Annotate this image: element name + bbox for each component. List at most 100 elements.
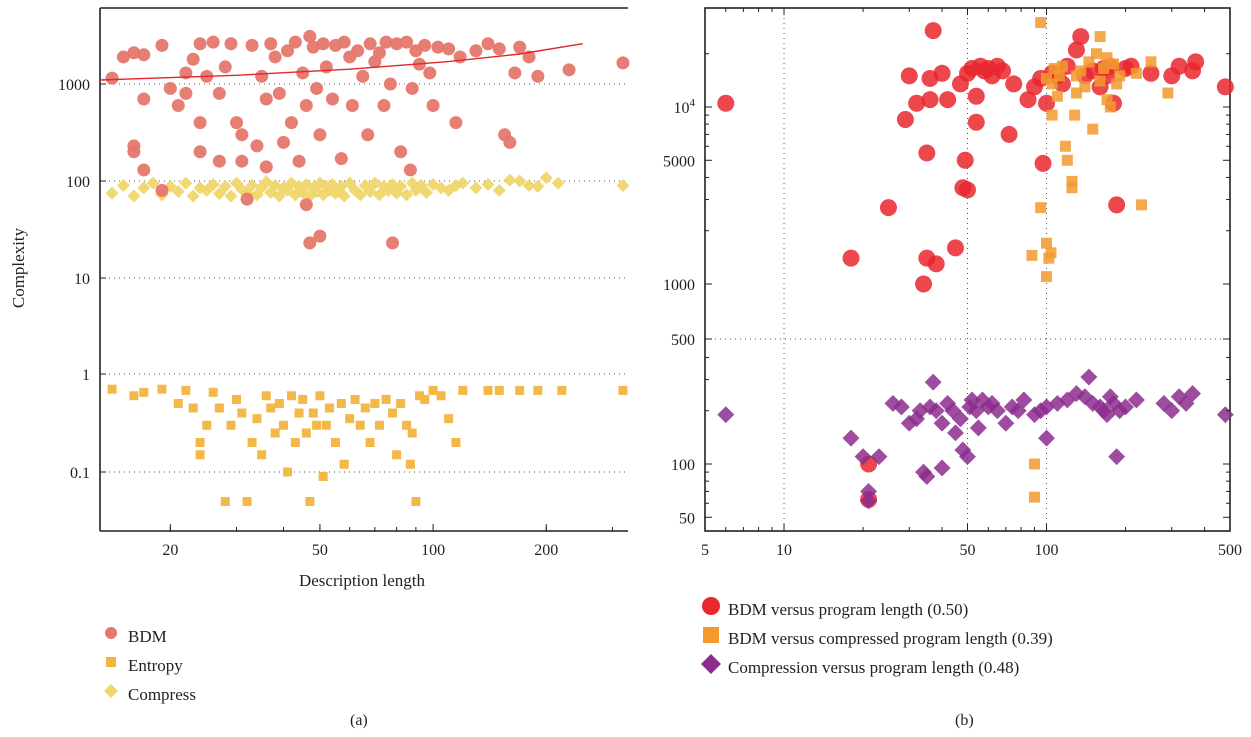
point-compress	[616, 178, 630, 192]
point-bdm	[179, 66, 193, 80]
point-bdm-program-length	[994, 62, 1012, 80]
point-compression-program-length	[947, 424, 964, 442]
point-bdm-compressed-length	[1070, 87, 1082, 99]
legend-label: Compress	[128, 685, 196, 704]
point-bdm	[137, 92, 151, 106]
point-entropy	[305, 497, 315, 507]
point-bdm	[299, 99, 313, 113]
legend-entry: BDM versus program length (0.50)	[700, 595, 1053, 624]
point-entropy	[315, 391, 325, 401]
point-entropy	[208, 387, 218, 397]
point-entropy	[107, 384, 117, 394]
point-bdm	[235, 154, 249, 168]
point-bdm	[259, 92, 273, 106]
point-bdm-compressed-length	[1075, 65, 1087, 77]
point-entropy	[202, 420, 212, 430]
point-compress	[539, 171, 553, 185]
point-bdm-program-length	[900, 67, 918, 85]
point-entropy	[414, 391, 424, 401]
point-compress	[419, 186, 433, 200]
point-bdm	[303, 29, 317, 43]
point-bdm-compressed-length	[1094, 75, 1106, 87]
point-bdm-compressed-length	[1083, 56, 1095, 68]
point-compression-program-length	[997, 414, 1015, 432]
point-entropy	[278, 420, 288, 430]
point-compression-program-length	[717, 406, 735, 424]
legend-circle-icon	[100, 622, 128, 651]
point-compress	[218, 179, 232, 193]
point-compress	[481, 178, 495, 192]
legend-label: Compression versus program length (0.48)	[728, 658, 1020, 677]
panel-a-marks	[99, 29, 630, 507]
legend-label: Entropy	[128, 656, 183, 675]
point-bdm-program-length	[1000, 125, 1018, 143]
legend-entry: Compression versus program length (0.48)	[700, 653, 1053, 682]
point-bdm	[281, 44, 295, 58]
point-bdm	[255, 69, 269, 83]
point-bdm-program-length	[939, 91, 957, 109]
point-compression-program-length	[1117, 398, 1134, 416]
point-bdm	[334, 152, 348, 166]
point-bdm-program-length	[1108, 196, 1126, 214]
point-bdm	[235, 128, 249, 142]
y-tick-label: 1000	[663, 277, 695, 294]
point-compression-program-length	[959, 448, 976, 466]
point-entropy	[360, 403, 370, 413]
x-tick-label: 20	[162, 542, 178, 559]
x-tick-label: 100	[1035, 542, 1059, 559]
point-compression-program-length	[1177, 394, 1195, 412]
point-bdm-program-length	[956, 151, 974, 169]
point-bdm	[426, 99, 440, 113]
point-entropy	[139, 387, 149, 397]
x-tick-label: 200	[534, 542, 558, 559]
legend-entry: BDM	[100, 622, 196, 651]
point-entropy	[321, 420, 331, 430]
point-bdm-compressed-length	[1059, 140, 1071, 152]
point-bdm	[313, 229, 327, 243]
point-bdm	[155, 38, 169, 52]
point-bdm-compressed-length	[1048, 63, 1060, 75]
point-entropy	[257, 450, 267, 460]
point-bdm-program-length	[1005, 75, 1023, 93]
point-bdm-program-length	[946, 239, 964, 257]
point-bdm-compressed-length	[1094, 31, 1106, 43]
point-entropy	[444, 414, 454, 424]
point-bdm-compressed-length	[1090, 48, 1102, 60]
point-bdm-program-length	[896, 110, 914, 128]
point-entropy	[533, 385, 543, 395]
point-entropy	[339, 459, 349, 469]
point-entropy	[483, 385, 493, 395]
point-entropy	[411, 497, 421, 507]
point-bdm	[469, 44, 483, 58]
point-bdm	[264, 37, 278, 51]
point-compression-program-length	[870, 448, 888, 466]
point-bdm-compressed-length	[1026, 249, 1038, 261]
point-compression-program-length	[939, 394, 957, 412]
point-bdm	[616, 56, 630, 70]
panel-a-y-axis-label: Complexity	[9, 227, 28, 308]
point-bdm-compressed-length	[1056, 60, 1068, 72]
point-compression-program-length	[1170, 388, 1188, 406]
point-bdm	[179, 86, 193, 100]
point-entropy	[355, 420, 365, 430]
point-bdm	[218, 60, 232, 74]
point-bdm-program-length	[1187, 53, 1205, 71]
point-bdm	[193, 37, 207, 51]
point-compress	[400, 188, 414, 202]
point-entropy	[494, 385, 504, 395]
y-tick-label-exponent: 4	[690, 97, 696, 109]
point-compression-program-length	[842, 429, 860, 447]
point-entropy	[232, 394, 242, 404]
point-compress	[522, 178, 536, 192]
point-bdm-compressed-length	[1108, 58, 1120, 70]
point-bdm-compressed-length	[1101, 52, 1113, 64]
point-compression-program-length	[1108, 448, 1126, 466]
point-bdm-program-length	[959, 181, 976, 199]
legend-square-icon	[100, 651, 128, 680]
point-bdm	[351, 44, 365, 58]
point-compression-program-length	[1163, 402, 1181, 420]
point-compression-program-length	[1015, 391, 1033, 409]
legend-diamond-icon	[100, 680, 128, 709]
point-entropy	[226, 420, 236, 430]
